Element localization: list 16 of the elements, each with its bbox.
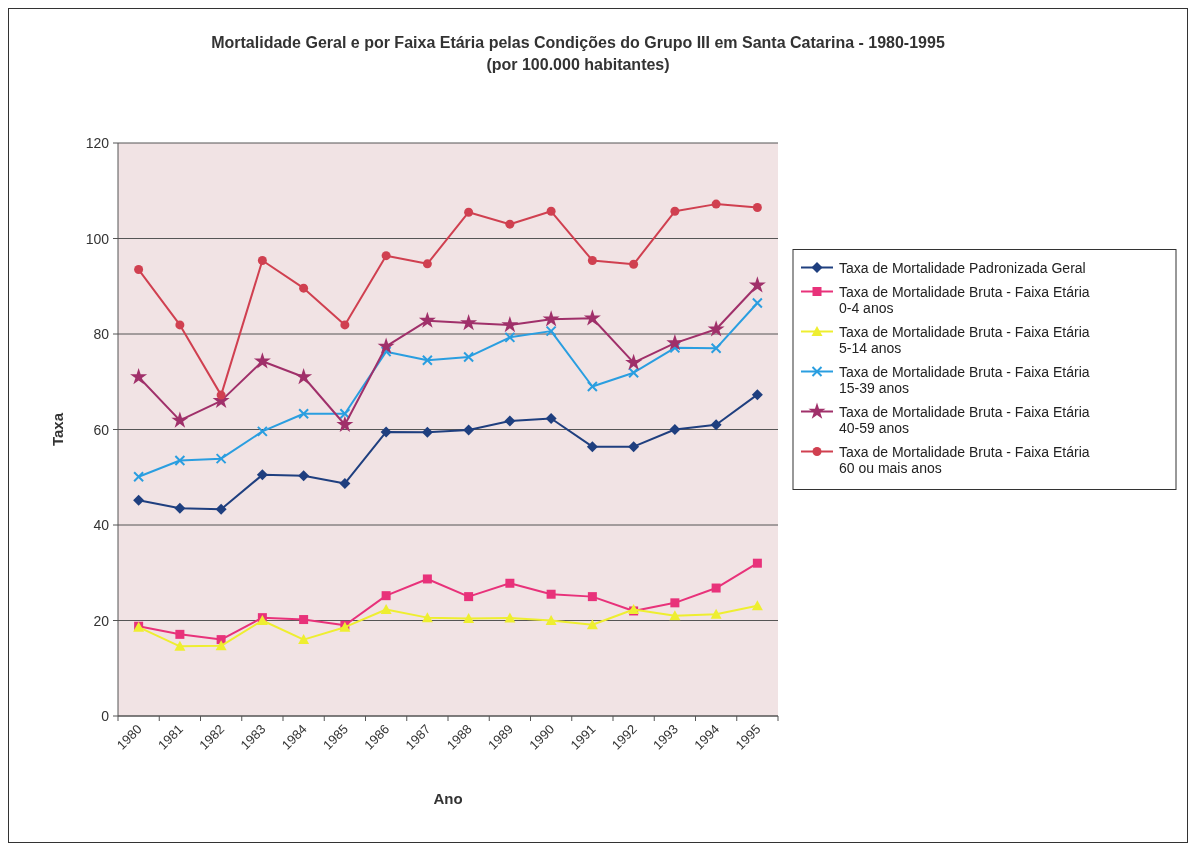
- y-tick-label: 120: [85, 135, 110, 151]
- y-tick-label: 20: [93, 612, 110, 629]
- legend-label: Taxa de Mortalidade Bruta - Faixa Etária 15-39 anos: [839, 363, 1090, 396]
- x-axis-title: Ano: [433, 790, 463, 807]
- legend-label: Taxa de Mortalidade Bruta - Faixa Etária 40-59 anos: [839, 403, 1090, 436]
- chart-title: Mortalidade Geral e por Faixa Etária pelas Condições do Grupo III em Santa Catarina - 1980-1995 (por 100.000 habitantes): [211, 34, 945, 73]
- y-tick-label: 40: [93, 517, 110, 533]
- legend-label: Taxa de Mortalidade Bruta - Faixa Etária 0-4 anos: [839, 283, 1090, 316]
- legend-label: Taxa de Mortalidade Bruta - Faixa Etária 60 ou mais anos: [839, 443, 1090, 476]
- y-axis-title: Taxa: [49, 412, 66, 447]
- y-tick-label: 60: [93, 421, 110, 438]
- y-tick-label: 0: [101, 708, 110, 724]
- y-tick-label: 80: [93, 326, 110, 342]
- legend-label: Taxa de Mortalidade Padronizada Geral: [839, 259, 1086, 276]
- y-tick-label: 100: [85, 230, 110, 247]
- legend-label: Taxa de Mortalidade Bruta - Faixa Etária 5-14 anos: [839, 323, 1090, 356]
